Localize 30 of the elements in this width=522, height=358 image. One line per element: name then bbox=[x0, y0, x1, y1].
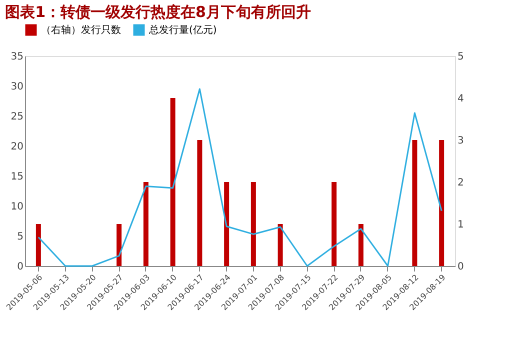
bar bbox=[358, 224, 364, 266]
bar bbox=[412, 140, 418, 266]
y2-tick-label: 1 bbox=[458, 220, 464, 230]
line-series bbox=[38, 88, 442, 267]
bar bbox=[278, 224, 283, 266]
bar bbox=[170, 98, 176, 266]
bar bbox=[332, 182, 337, 266]
bar bbox=[224, 182, 230, 266]
y-tick-label: 20 bbox=[10, 142, 24, 152]
y-tick-label: 30 bbox=[10, 82, 24, 92]
y2-tick-label: 3 bbox=[458, 136, 464, 146]
y2-tick-label: 5 bbox=[458, 52, 464, 62]
y-tick-label: 15 bbox=[10, 172, 24, 182]
bar bbox=[116, 224, 122, 266]
bar bbox=[197, 140, 202, 266]
y2-tick-label: 4 bbox=[458, 94, 464, 104]
bar bbox=[439, 140, 444, 266]
y-tick-label: 5 bbox=[17, 232, 24, 242]
legend-label: 总发行量(亿元) bbox=[148, 24, 217, 36]
y-tick-label: 35 bbox=[10, 52, 24, 62]
bar bbox=[143, 182, 148, 266]
bar bbox=[250, 182, 256, 266]
legend-label: （右轴）发行只数 bbox=[41, 24, 121, 36]
y-tick-label: 0 bbox=[17, 262, 24, 272]
y-tick-label: 10 bbox=[10, 202, 24, 212]
bar bbox=[36, 224, 41, 266]
y-tick-label: 25 bbox=[10, 112, 24, 122]
y2-tick-label: 2 bbox=[458, 178, 464, 188]
y2-tick-label: 0 bbox=[458, 262, 464, 272]
chart-title: 图表1：转债一级发行热度在8月下旬有所回升 bbox=[5, 3, 311, 21]
